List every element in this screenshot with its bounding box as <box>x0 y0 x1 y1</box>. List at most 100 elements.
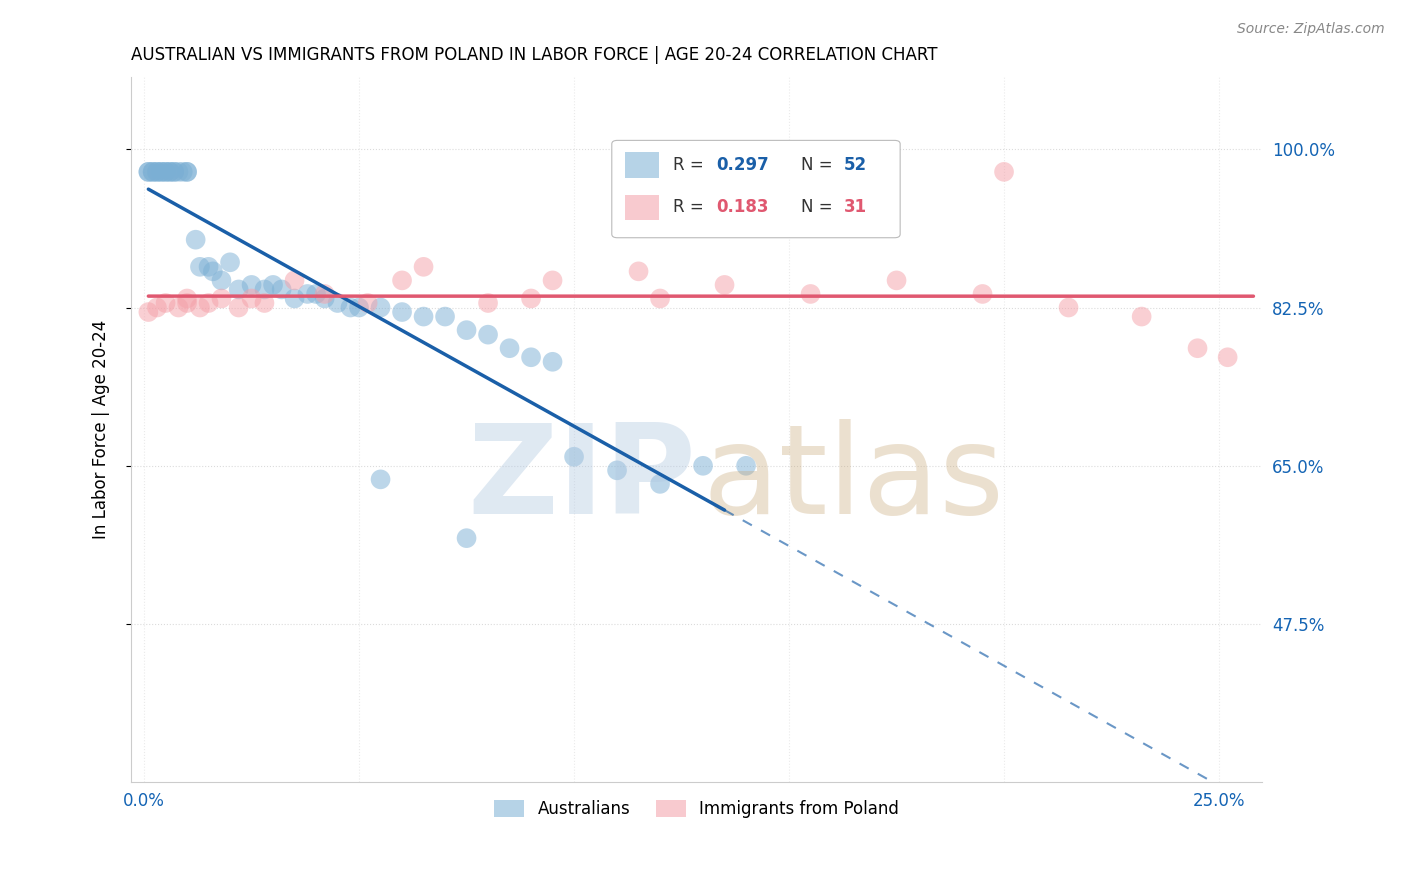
Point <box>305 287 328 301</box>
Text: 52: 52 <box>844 156 866 174</box>
Point <box>270 282 292 296</box>
Point <box>201 264 224 278</box>
Point <box>138 305 160 319</box>
Text: R =: R = <box>673 198 709 217</box>
Point <box>150 165 173 179</box>
Point <box>253 296 276 310</box>
Point <box>155 165 177 179</box>
Point <box>142 165 165 179</box>
Point <box>692 458 714 473</box>
Point <box>155 296 177 310</box>
Point <box>356 296 378 310</box>
Point <box>138 165 160 179</box>
Point <box>146 165 169 179</box>
Y-axis label: In Labor Force | Age 20-24: In Labor Force | Age 20-24 <box>93 320 110 540</box>
FancyBboxPatch shape <box>612 140 900 238</box>
Point <box>412 260 434 274</box>
Point <box>1216 351 1239 365</box>
Point <box>167 165 190 179</box>
Point <box>391 305 413 319</box>
Point <box>972 287 994 301</box>
Text: Source: ZipAtlas.com: Source: ZipAtlas.com <box>1237 22 1385 37</box>
Point <box>253 282 276 296</box>
Point <box>146 165 169 179</box>
Point <box>799 287 821 301</box>
Point <box>886 273 908 287</box>
Point <box>648 292 671 306</box>
Point <box>219 255 242 269</box>
Text: N =: N = <box>800 156 838 174</box>
Point <box>159 165 181 179</box>
Point <box>163 165 186 179</box>
Point <box>1130 310 1153 324</box>
Point <box>159 165 181 179</box>
Text: 0.183: 0.183 <box>716 198 768 217</box>
Point <box>188 301 211 315</box>
Point <box>240 292 263 306</box>
Point <box>284 292 307 306</box>
Point <box>713 277 735 292</box>
Point <box>520 292 543 306</box>
Bar <box>626 153 659 178</box>
Text: R =: R = <box>673 156 709 174</box>
Point <box>627 264 650 278</box>
Text: atlas: atlas <box>702 418 1004 540</box>
Text: ZIP: ZIP <box>468 418 696 540</box>
Point <box>456 531 478 545</box>
Point <box>648 476 671 491</box>
Point <box>172 165 194 179</box>
Point <box>188 260 211 274</box>
Point <box>477 327 499 342</box>
Point <box>993 165 1015 179</box>
Point <box>284 273 307 287</box>
Point <box>167 301 190 315</box>
Point <box>541 355 564 369</box>
Point <box>498 341 520 355</box>
Point <box>326 296 349 310</box>
Point <box>520 351 543 365</box>
Point <box>228 301 250 315</box>
Point <box>370 472 392 486</box>
Point <box>262 277 284 292</box>
Point <box>370 301 392 315</box>
Point <box>456 323 478 337</box>
Point <box>606 463 628 477</box>
Point <box>391 273 413 287</box>
Point <box>146 301 169 315</box>
Point <box>211 292 233 306</box>
Point <box>314 287 336 301</box>
Point <box>541 273 564 287</box>
Point <box>339 301 361 315</box>
Text: N =: N = <box>800 198 838 217</box>
Point <box>1187 341 1209 355</box>
Point <box>155 165 177 179</box>
Legend: Australians, Immigrants from Poland: Australians, Immigrants from Poland <box>488 793 905 825</box>
Text: AUSTRALIAN VS IMMIGRANTS FROM POLAND IN LABOR FORCE | AGE 20-24 CORRELATION CHAR: AUSTRALIAN VS IMMIGRANTS FROM POLAND IN … <box>131 46 938 64</box>
Text: 0.297: 0.297 <box>716 156 769 174</box>
Point <box>176 296 198 310</box>
Point <box>163 165 186 179</box>
Point <box>197 260 219 274</box>
Point <box>176 165 198 179</box>
Point <box>347 301 370 315</box>
Text: 31: 31 <box>844 198 866 217</box>
Point <box>735 458 758 473</box>
Point <box>176 292 198 306</box>
Point <box>412 310 434 324</box>
Point <box>138 165 160 179</box>
Point <box>184 233 207 247</box>
Point <box>176 165 198 179</box>
Point <box>228 282 250 296</box>
Point <box>211 273 233 287</box>
Point <box>297 287 319 301</box>
Point <box>314 292 336 306</box>
Point <box>150 165 173 179</box>
Point <box>197 296 219 310</box>
Point <box>477 296 499 310</box>
Point <box>142 165 165 179</box>
Bar <box>626 194 659 220</box>
Point <box>562 450 585 464</box>
Point <box>1057 301 1080 315</box>
Point <box>240 277 263 292</box>
Point <box>434 310 457 324</box>
